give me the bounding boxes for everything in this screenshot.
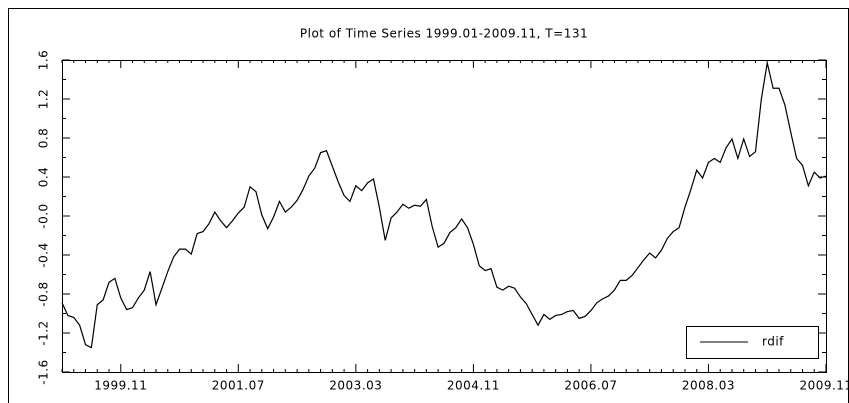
chart-title: Plot of Time Series 1999.01-2009.11, T=1…: [300, 27, 588, 41]
y-tick-label: -0.4: [37, 242, 51, 267]
x-tick-label: 2009.11: [799, 379, 849, 393]
y-tick-label: -1.6: [37, 359, 51, 384]
y-tick-label: 1.6: [37, 50, 51, 71]
y-tick-label: 0.4: [37, 167, 51, 188]
y-tick-label: 0.8: [37, 128, 51, 149]
x-tick-label: 2001.07: [212, 379, 265, 393]
y-tick-label: -1.2: [37, 320, 51, 345]
legend-box: [686, 326, 819, 359]
x-tick-label: 2006.07: [564, 379, 617, 393]
series-line: [61, 62, 827, 349]
y-tick-label: -0.0: [37, 203, 51, 228]
x-tick-label: 2008.03: [682, 379, 735, 393]
x-tick-label: 1999.11: [94, 379, 147, 393]
legend-label: rdif: [762, 335, 784, 349]
y-tick-label: 1.2: [37, 89, 51, 110]
plot-frame: [62, 60, 827, 373]
y-tick-label: -0.8: [37, 281, 51, 306]
x-tick-label: 2004.11: [447, 379, 500, 393]
x-tick-label: 2003.03: [329, 379, 382, 393]
